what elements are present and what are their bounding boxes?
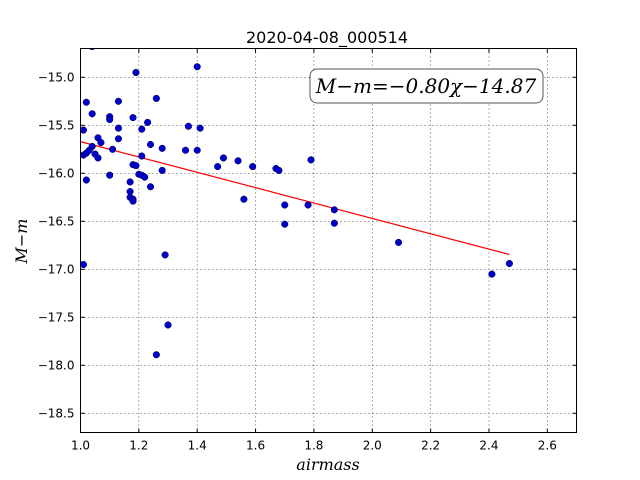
data-point	[94, 154, 102, 162]
data-point	[193, 146, 201, 154]
axis-ticks: 1.0 1.2 1.4 1.6 1.8 2.0 2.2 2.4 2.6 −18.5 −18.0 −17…	[38, 48, 577, 453]
y-tick-label: −16.0	[38, 166, 75, 180]
data-point	[158, 144, 166, 152]
x-tick-label: 1.8	[304, 439, 323, 453]
data-point	[281, 201, 289, 209]
x-tick-label: 1.0	[71, 439, 90, 453]
y-tick-label: −17.5	[38, 310, 75, 324]
plot-frame	[80, 48, 577, 433]
data-point	[141, 173, 149, 181]
data-point	[152, 351, 160, 359]
data-point	[138, 152, 146, 160]
data-point	[330, 206, 338, 214]
data-point	[161, 251, 169, 259]
data-point	[158, 166, 166, 174]
data-point	[505, 259, 513, 268]
data-point	[240, 195, 248, 203]
y-tick-label: −18.0	[38, 358, 75, 372]
data-points	[80, 48, 513, 359]
data-point	[234, 157, 242, 165]
fit-line	[80, 141, 510, 256]
data-point	[126, 178, 134, 186]
y-tick-label: −15.0	[38, 70, 75, 84]
data-point	[181, 146, 190, 154]
data-point	[249, 163, 257, 171]
x-axis-label: airmass	[296, 455, 359, 474]
x-tick-label: 2.4	[479, 439, 498, 453]
data-point	[164, 321, 172, 329]
data-point	[307, 156, 315, 164]
data-point	[106, 115, 114, 124]
data-point	[106, 171, 114, 179]
data-point	[184, 122, 193, 130]
y-tick-label: −16.5	[38, 214, 75, 228]
data-point	[114, 135, 122, 143]
x-tick-label: 1.2	[129, 439, 148, 453]
data-point	[488, 270, 496, 278]
y-axis-label: M−m	[12, 219, 31, 265]
data-point	[138, 125, 146, 133]
data-point	[219, 154, 228, 162]
data-point	[144, 118, 152, 126]
data-point	[196, 124, 204, 132]
data-point	[214, 163, 222, 171]
data-point	[85, 146, 93, 154]
data-point	[146, 183, 155, 191]
x-tick-label: 1.6	[246, 439, 265, 453]
fit-annotation: M−m=−0.80χ−14.87	[309, 68, 544, 104]
annotation-box	[309, 68, 544, 104]
data-point	[97, 139, 105, 147]
data-point	[88, 110, 96, 118]
y-tick-label: −17.0	[38, 262, 75, 276]
x-tick-label: 1.4	[188, 439, 207, 453]
data-point	[132, 162, 140, 170]
data-point	[132, 68, 140, 77]
data-point	[146, 140, 155, 149]
x-tick-label: 2.0	[363, 439, 382, 453]
data-point	[114, 97, 122, 105]
data-point	[304, 201, 312, 209]
data-point	[394, 238, 403, 246]
data-point	[275, 166, 283, 174]
data-point	[80, 260, 87, 269]
data-point	[193, 63, 201, 71]
y-tick-label: −18.5	[38, 406, 75, 420]
x-tick-label: 2.6	[538, 439, 557, 453]
chart-title: 2020-04-08_000514	[246, 28, 408, 48]
y-tick-label: −15.5	[38, 118, 75, 132]
data-point	[109, 145, 117, 153]
data-point	[129, 197, 137, 205]
data-point	[129, 114, 137, 122]
data-point	[114, 124, 122, 132]
data-point	[80, 126, 87, 134]
fit-equation: M−m=−0.80χ−14.87	[315, 74, 537, 98]
data-point	[82, 98, 90, 106]
data-point	[281, 220, 289, 228]
data-point	[152, 94, 160, 102]
x-tick-label: 2.2	[421, 439, 440, 453]
fit-line-group	[80, 141, 510, 256]
data-point	[330, 219, 338, 227]
data-point	[82, 176, 90, 184]
